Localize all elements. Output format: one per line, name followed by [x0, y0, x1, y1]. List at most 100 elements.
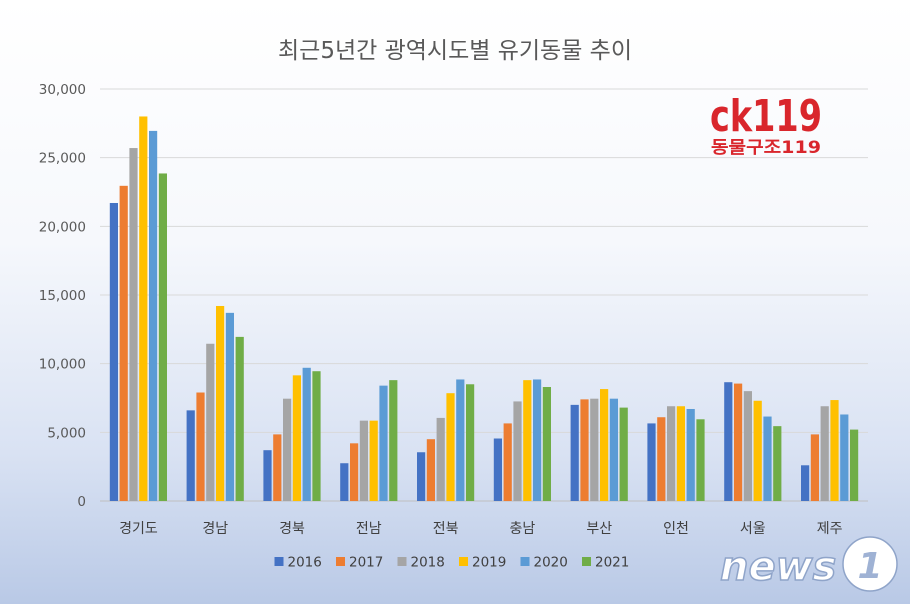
- bar: [696, 419, 705, 501]
- legend-label: 2021: [595, 555, 629, 571]
- legend-swatch: [397, 557, 407, 566]
- category-label: 경남: [202, 521, 228, 537]
- category-label: 경북: [279, 521, 305, 537]
- legend-swatch: [274, 557, 284, 566]
- category-label: 전북: [433, 521, 459, 537]
- legend-label: 2020: [534, 555, 568, 571]
- legend-label: 2016: [288, 555, 322, 571]
- ck119-logo: ck119 동물구조119: [710, 91, 822, 158]
- bar: [493, 438, 502, 501]
- bar: [523, 380, 532, 501]
- bar: [466, 384, 475, 501]
- category-label: 경기도: [119, 521, 158, 537]
- logo-sub-text: 동물구조119: [711, 138, 821, 158]
- legend-swatch: [520, 557, 530, 566]
- bar: [436, 417, 445, 501]
- category-label: 서울: [740, 521, 766, 537]
- bar: [196, 392, 205, 501]
- bar: [647, 423, 656, 501]
- bar: [533, 379, 542, 501]
- bars: [109, 116, 859, 502]
- bar: [657, 417, 666, 501]
- bar: [129, 148, 138, 502]
- bar: [686, 408, 695, 501]
- bar: [503, 423, 512, 501]
- bar: [840, 414, 849, 501]
- x-axis-categories: 경기도 경남 경북 전남 전북 충남 부산 인천 서울 제주: [119, 521, 843, 537]
- y-axis-ticks: 0 5,000 10,000 15,000 20,000 25,000 30,000: [39, 82, 86, 510]
- legend-swatch: [459, 557, 468, 566]
- legend-label: 2017: [349, 555, 383, 571]
- bar: [216, 305, 225, 501]
- bar: [389, 380, 398, 501]
- bar: [590, 398, 599, 501]
- bar: [753, 400, 762, 501]
- bar: [830, 400, 839, 501]
- category-label: 부산: [586, 521, 612, 537]
- bar: [446, 393, 455, 501]
- legend-label: 2019: [472, 555, 506, 571]
- bar: [570, 404, 579, 501]
- bar: [619, 407, 628, 501]
- bar: [206, 343, 215, 501]
- bar: [292, 375, 301, 501]
- y-tick-label: 5,000: [47, 425, 86, 441]
- category-label: 인천: [663, 521, 689, 537]
- bar: [801, 465, 810, 501]
- bar: [513, 401, 522, 501]
- bar: [810, 434, 819, 501]
- bar: [302, 367, 311, 501]
- bar: [734, 383, 743, 501]
- legend: 2016 2017 2018 2019 2020 2021: [274, 555, 629, 571]
- bar: [312, 371, 321, 501]
- legend-swatch: [336, 557, 345, 566]
- bar: [350, 443, 359, 501]
- y-tick-label: 10,000: [39, 357, 86, 373]
- bar: [456, 379, 465, 501]
- category-label: 제주: [817, 521, 843, 537]
- watermark-text: news: [720, 544, 836, 590]
- bar: [724, 382, 733, 501]
- bar: [609, 398, 618, 501]
- bar: [379, 385, 388, 501]
- bar: [158, 173, 167, 501]
- bar: [542, 387, 551, 501]
- bar: [580, 399, 589, 501]
- bar: [667, 406, 676, 501]
- y-tick-label: 0: [77, 494, 86, 510]
- bar: [600, 389, 609, 501]
- bar: [273, 434, 282, 501]
- y-tick-label: 15,000: [39, 288, 86, 304]
- bar: [417, 452, 426, 501]
- bar: [763, 416, 772, 501]
- bar: [109, 202, 118, 502]
- bar: [186, 410, 195, 501]
- bar: [340, 463, 349, 501]
- legend-swatch: [582, 557, 591, 566]
- bar: [676, 406, 685, 501]
- watermark-circle: [842, 536, 898, 592]
- bar: [820, 406, 829, 501]
- bar: [369, 420, 378, 501]
- bar: [359, 420, 368, 501]
- logo-main-text: ck119: [710, 91, 822, 142]
- legend-label: 2018: [411, 555, 445, 571]
- bar: [119, 185, 128, 501]
- bar: [139, 116, 148, 501]
- watermark-number: 1: [857, 546, 882, 587]
- y-tick-label: 20,000: [39, 219, 86, 235]
- bar: [773, 426, 782, 501]
- bar: [426, 439, 435, 501]
- chart-title: 최근5년간 광역시도별 유기동물 추이: [278, 38, 632, 64]
- bar: [225, 312, 234, 501]
- bar: [850, 429, 859, 501]
- bar: [743, 391, 752, 501]
- bar: [149, 130, 158, 501]
- y-tick-label: 25,000: [39, 151, 86, 167]
- category-label: 충남: [510, 521, 536, 537]
- bar: [283, 398, 292, 501]
- y-tick-label: 30,000: [39, 82, 86, 98]
- news1-watermark: news 1: [719, 536, 898, 592]
- category-label: 전남: [356, 521, 382, 537]
